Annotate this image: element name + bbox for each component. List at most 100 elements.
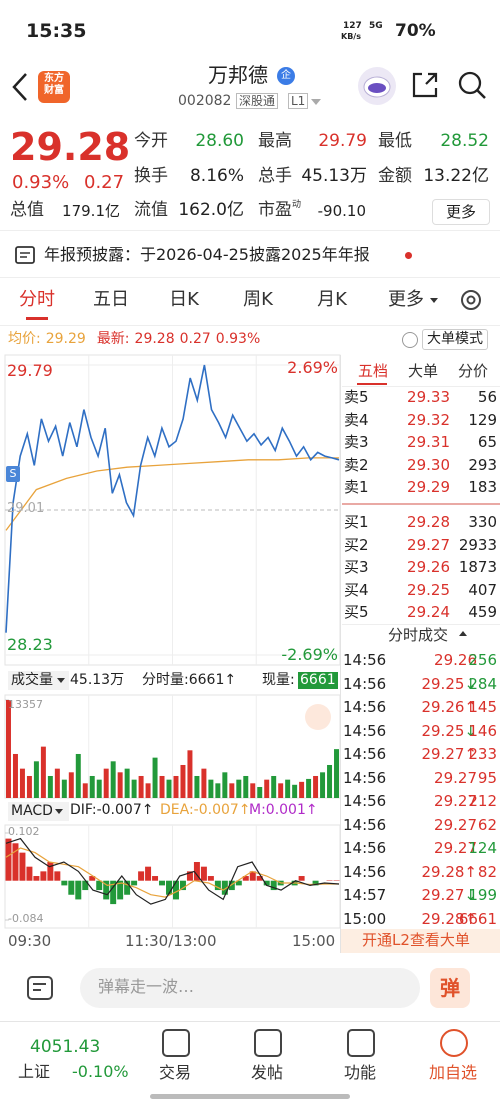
macd-bar: [12, 843, 19, 881]
comment-placeholder[interactable]: 弹幕走一波…: [98, 977, 195, 996]
volume-bar: [110, 761, 116, 798]
nav-label[interactable]: 发帖: [250, 1063, 283, 1082]
volume-bar: [131, 779, 137, 798]
tab[interactable]: 日K: [169, 289, 199, 310]
y-tick-label: 29.79: [7, 361, 53, 380]
stat-label: 总手: [258, 166, 292, 186]
back-icon[interactable]: [8, 70, 32, 104]
nav-icon[interactable]: [440, 1029, 468, 1057]
macd-bar: [235, 880, 242, 886]
expand-icon[interactable]: [305, 704, 331, 730]
volume-label[interactable]: 成交量: [8, 671, 69, 690]
nav-icon[interactable]: [162, 1029, 190, 1057]
nav-label[interactable]: 功能: [343, 1063, 376, 1082]
tab[interactable]: 五日: [93, 289, 129, 310]
trade-arrow: ↑: [464, 745, 477, 763]
book-volume: 129: [468, 410, 497, 429]
dropdown[interactable]: [311, 99, 321, 105]
nav-label[interactable]: 交易: [158, 1063, 191, 1082]
volume-bar: [194, 775, 200, 798]
status-time: 15:35: [26, 20, 87, 42]
volume-bar: [313, 775, 319, 798]
book-label: 买5: [344, 603, 369, 621]
stat-value: 28.60: [195, 131, 244, 151]
volume-bar: [159, 775, 165, 798]
volume-bar: [236, 779, 242, 798]
danmaku-button[interactable]: 弹: [430, 968, 470, 1008]
more-button[interactable]: 更多: [432, 199, 490, 225]
stock-code: 002082: [178, 93, 232, 109]
trade-time: 14:56: [343, 768, 387, 787]
volume-bar: [82, 783, 88, 798]
comment-input[interactable]: [80, 968, 420, 1008]
book-tab[interactable]: 五档: [357, 362, 388, 380]
pct-label: -2.69%: [281, 645, 338, 664]
trade-price-text: 29.27: [434, 815, 477, 834]
index-change[interactable]: -0.10%: [72, 1062, 129, 1081]
trade-price: 29.26↑: [395, 698, 477, 716]
trade-arrow: ↑: [464, 698, 477, 716]
assistant-avatar[interactable]: [356, 66, 398, 106]
stat-value: 13.22亿: [423, 166, 489, 186]
app-logo[interactable]: 东方 财富: [38, 71, 70, 103]
share-icon[interactable]: [410, 70, 440, 100]
macd-bar: [89, 876, 96, 881]
stat-value: 162.0亿: [178, 200, 244, 220]
macd-bar: [193, 862, 200, 881]
trade-arrow: ↓: [464, 674, 477, 693]
trade-arrow: ↑: [464, 862, 477, 881]
volume-now: 6661: [298, 672, 338, 689]
volume-bar: [117, 772, 123, 798]
book-tab[interactable]: 大单: [407, 362, 438, 380]
volume-bar: [257, 786, 263, 798]
book-tab[interactable]: 分价: [457, 362, 488, 380]
index-name[interactable]: 上证: [18, 1062, 51, 1081]
trade-price: 29.25↓: [395, 675, 477, 693]
search-icon[interactable]: [457, 70, 487, 100]
volume-bar: [61, 779, 67, 798]
danmaku-icon[interactable]: [24, 972, 58, 1006]
notice[interactable]: 年报预披露：于2026-04-25披露2025年年报: [44, 245, 370, 264]
settings-icon[interactable]: [458, 287, 484, 313]
macd-bar: [159, 880, 166, 886]
macd-bar: [26, 866, 33, 881]
volume-period: 分时量:6661↑: [142, 672, 237, 688]
macd-label[interactable]: MACD: [8, 802, 69, 821]
trade-price-text: 29.27: [434, 839, 477, 857]
volume-bar: [47, 775, 53, 798]
volume-bar: [222, 772, 228, 798]
divider: [342, 624, 500, 625]
trade-price: 29.27: [395, 792, 477, 810]
volume-bar: [19, 768, 25, 798]
macd-bar: [54, 871, 61, 881]
book-price: 29.24: [407, 603, 450, 621]
nav-icon[interactable]: [254, 1029, 282, 1057]
volume-bar: [187, 750, 193, 798]
tab[interactable]: 周K: [243, 289, 273, 310]
tab[interactable]: 月K: [317, 289, 347, 310]
nav-label[interactable]: 加自选: [428, 1063, 477, 1082]
book-volume: 183: [468, 478, 497, 496]
volume-bar: [271, 775, 277, 798]
volume-bar: [264, 779, 270, 798]
tab[interactable]: 分时: [19, 289, 55, 310]
l2-banner[interactable]: [340, 929, 500, 953]
trade-time: 14:56: [343, 651, 387, 669]
nav-icon[interactable]: [347, 1029, 375, 1057]
volume-bar: [26, 775, 32, 798]
level-tag: L1: [288, 93, 309, 110]
tab[interactable]: 更多: [388, 289, 424, 310]
stat-label: 今开: [134, 131, 168, 151]
volume-bar: [334, 749, 339, 798]
stat-value: 45.13万: [301, 166, 367, 186]
trade-time: 14:56: [343, 862, 387, 881]
index-value[interactable]: 4051.43: [30, 1037, 101, 1057]
macd-bar: [270, 880, 277, 891]
mode-button[interactable]: 大单模式: [422, 329, 488, 350]
book-volume: 293: [468, 455, 497, 474]
macd-bar: [47, 862, 54, 881]
volume-bar: [89, 775, 95, 798]
volume-bar: [12, 753, 18, 798]
macd-bar: [117, 880, 124, 900]
l2-text[interactable]: 开通L2查看大单: [362, 931, 470, 949]
